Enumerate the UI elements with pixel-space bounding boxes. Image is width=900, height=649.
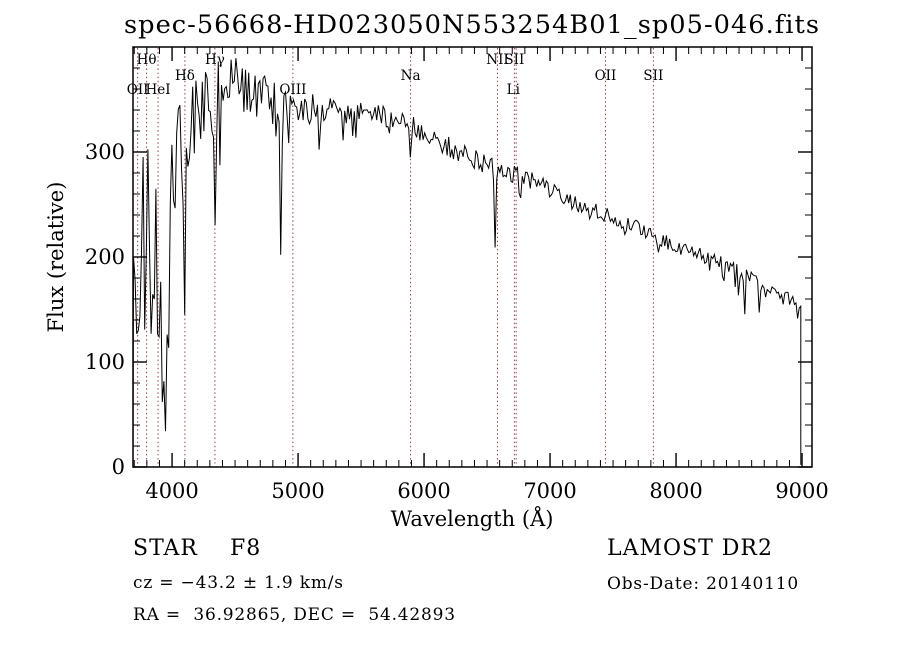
plot-frame — [132, 46, 813, 468]
survey-release-text: LAMOST DR2 — [607, 536, 773, 561]
cz-velocity-text: cz = −43.2 ± 1.9 km/s — [133, 573, 344, 593]
spectrum-polyline — [132, 58, 802, 465]
line-label-Hγ: Hγ — [205, 52, 225, 68]
axis-tick-labels: 4000 5000 6000 7000 8000 9000 0 100 200 300 — [85, 140, 829, 503]
x-tick-label: 8000 — [649, 479, 702, 503]
y-tick-label: 100 — [85, 350, 125, 374]
spectrum-trace — [132, 58, 802, 465]
line-label-HeI: HeI — [146, 82, 171, 98]
line-label-OII: OII — [127, 82, 149, 98]
y-tick-label: 0 — [112, 455, 125, 479]
y-tick-label: 200 — [85, 245, 125, 269]
line-label-SII: SII — [504, 52, 524, 68]
line-label-Li: Li — [507, 82, 521, 98]
y-tick-label: 300 — [85, 140, 125, 164]
x-tick-label: 7000 — [523, 479, 576, 503]
axis-ticks — [133, 46, 812, 468]
spectral-line-markers — [137, 48, 654, 466]
line-label-Hθ: Hθ — [137, 52, 157, 68]
star-class-text: STAR F8 — [133, 536, 262, 561]
obs-date-text: Obs-Date: 20140110 — [607, 574, 800, 594]
y-axis-title: Flux (relative) — [44, 182, 68, 333]
line-label-OII: OII — [595, 68, 617, 84]
ra-dec-text: RA = 36.92865, DEC = 54.42893 — [133, 605, 456, 625]
line-label-SII: SII — [643, 68, 663, 84]
line-label-Hδ: Hδ — [175, 68, 195, 84]
line-label-Na: Na — [401, 68, 421, 84]
x-tick-label: 9000 — [775, 479, 828, 503]
x-tick-label: 5000 — [271, 479, 324, 503]
x-axis-title: Wavelength (Å) — [391, 506, 554, 531]
line-label-NII: NII — [486, 52, 508, 68]
plot-title: spec-56668-HD023050N553254B01_sp05-046.f… — [124, 10, 820, 39]
x-tick-label: 4000 — [145, 479, 198, 503]
x-tick-label: 6000 — [397, 479, 450, 503]
